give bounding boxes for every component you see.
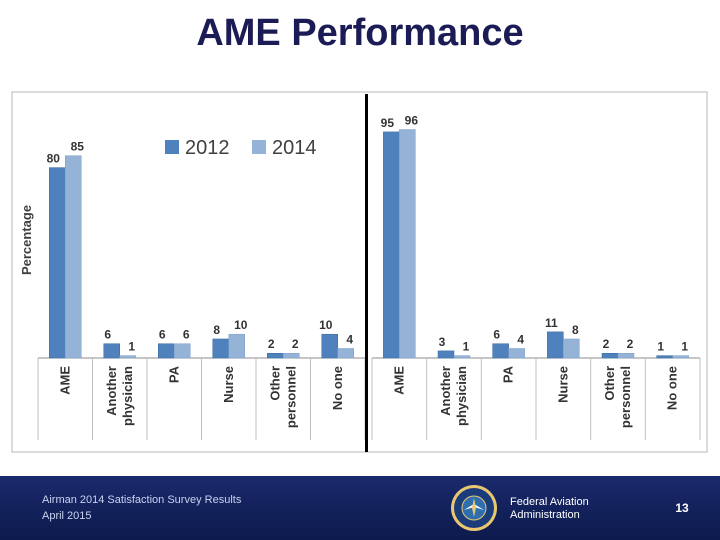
data-label: 3 bbox=[439, 335, 446, 349]
data-label: 1 bbox=[681, 340, 688, 354]
category-label-line: Other bbox=[602, 366, 617, 401]
bar-2012 bbox=[267, 352, 284, 359]
bar-2012 bbox=[601, 352, 619, 359]
data-label: 1 bbox=[463, 340, 470, 354]
bar-2014 bbox=[453, 355, 471, 359]
bar-2012 bbox=[321, 333, 338, 359]
org-name-line2: Administration bbox=[510, 509, 580, 521]
category-label-line: Another bbox=[104, 366, 119, 416]
bar-2014 bbox=[399, 129, 416, 359]
bar-2014 bbox=[174, 343, 191, 359]
category-label-line: PA bbox=[166, 365, 181, 383]
data-label: 6 bbox=[104, 328, 111, 342]
category-label-line: Other bbox=[267, 366, 282, 401]
bar-2014 bbox=[508, 348, 525, 359]
category-label: No one bbox=[330, 366, 345, 410]
data-label: 6 bbox=[493, 328, 500, 342]
category-label: PA bbox=[501, 365, 516, 383]
data-label: 1 bbox=[128, 340, 135, 354]
faa-seal-logo bbox=[450, 484, 498, 532]
bar-2012 bbox=[158, 343, 175, 359]
bar-2012 bbox=[437, 350, 455, 359]
category-label-line: AME bbox=[391, 366, 406, 395]
data-label: 2 bbox=[627, 337, 634, 351]
data-label: 96 bbox=[405, 114, 419, 128]
legend-label-2014: 2014 bbox=[272, 137, 317, 159]
data-label: 4 bbox=[517, 332, 524, 346]
data-label: 1 bbox=[657, 340, 664, 354]
category-label-line: physician bbox=[120, 366, 135, 426]
category-label-line: PA bbox=[501, 365, 516, 383]
panel-divider bbox=[365, 94, 368, 452]
category-label: AME bbox=[391, 366, 406, 395]
data-label: 2 bbox=[603, 337, 610, 351]
bar-chart: Percentage 2012 2014 8085AME61Anotherphys… bbox=[11, 91, 708, 453]
category-label-line: personnel bbox=[618, 366, 633, 428]
category-label: Anotherphysician bbox=[438, 366, 469, 426]
category-label: Nurse bbox=[221, 366, 236, 403]
survey-title: Airman 2014 Satisfaction Survey Results bbox=[42, 494, 242, 506]
footer-bar: Airman 2014 Satisfaction Survey Results … bbox=[0, 476, 720, 540]
data-label: 85 bbox=[71, 140, 85, 154]
category-label: AME bbox=[57, 366, 72, 395]
bar-2012 bbox=[212, 338, 229, 359]
bar-2014 bbox=[337, 348, 354, 359]
category-label: No one bbox=[665, 366, 680, 410]
org-name-line1: Federal Aviation bbox=[510, 496, 589, 508]
category-label: PA bbox=[166, 365, 181, 383]
category-label: Nurse bbox=[555, 366, 570, 403]
category-label-line: personnel bbox=[283, 366, 298, 428]
bar-2014 bbox=[563, 338, 580, 359]
legend-swatch-2012 bbox=[165, 140, 179, 154]
data-label: 6 bbox=[183, 328, 190, 342]
bar-2012 bbox=[49, 167, 66, 359]
data-label: 2 bbox=[268, 337, 275, 351]
category-label: Anotherphysician bbox=[104, 366, 135, 426]
bar-2014 bbox=[617, 352, 635, 359]
data-label: 4 bbox=[346, 332, 353, 346]
bar-2012 bbox=[656, 355, 673, 359]
data-label: 8 bbox=[213, 323, 220, 337]
data-label: 8 bbox=[572, 323, 579, 337]
data-label: 10 bbox=[319, 318, 333, 332]
page-title: AME Performance bbox=[196, 12, 524, 54]
bar-2012 bbox=[547, 331, 564, 359]
data-label: 10 bbox=[234, 318, 248, 332]
data-label: 95 bbox=[381, 116, 395, 130]
category-label-line: Nurse bbox=[221, 366, 236, 403]
data-label: 80 bbox=[47, 152, 61, 166]
data-label: 11 bbox=[545, 316, 558, 330]
bar-2014 bbox=[228, 333, 245, 359]
bar-2012 bbox=[383, 131, 400, 359]
category-label-line: AME bbox=[57, 366, 72, 395]
page-number: 13 bbox=[675, 501, 689, 515]
survey-date: April 2015 bbox=[42, 510, 92, 522]
bar-2014 bbox=[65, 155, 82, 359]
legend-swatch-2014 bbox=[252, 140, 266, 154]
bar-2014 bbox=[119, 355, 136, 359]
category-label-line: physician bbox=[454, 366, 469, 426]
bar-2014 bbox=[283, 352, 300, 359]
legend: 2012 2014 bbox=[165, 137, 317, 159]
data-label: 2 bbox=[292, 337, 299, 351]
data-label: 6 bbox=[159, 328, 166, 342]
category-label-line: No one bbox=[665, 366, 680, 410]
category-label-line: No one bbox=[330, 366, 345, 410]
category-label-line: Nurse bbox=[555, 366, 570, 403]
category-label-line: Another bbox=[438, 366, 453, 416]
y-axis-label: Percentage bbox=[19, 205, 34, 275]
bar-2014 bbox=[672, 355, 689, 359]
legend-label-2012: 2012 bbox=[185, 137, 230, 159]
bar-2012 bbox=[492, 343, 509, 359]
category-label: Otherpersonnel bbox=[267, 366, 298, 428]
bar-2012 bbox=[103, 343, 120, 359]
category-label: Otherpersonnel bbox=[602, 366, 633, 428]
